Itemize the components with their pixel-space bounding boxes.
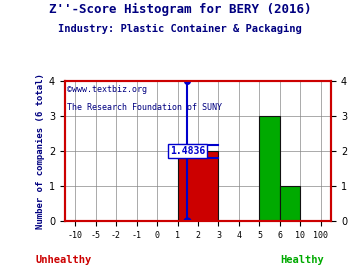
Bar xyxy=(260,116,280,221)
Text: Healthy: Healthy xyxy=(280,255,324,265)
Text: Industry: Plastic Container & Packaging: Industry: Plastic Container & Packaging xyxy=(58,24,302,34)
Text: Unhealthy: Unhealthy xyxy=(36,255,92,265)
Text: 1.4836: 1.4836 xyxy=(170,146,205,156)
Bar xyxy=(177,151,219,221)
Text: ©www.textbiz.org: ©www.textbiz.org xyxy=(67,85,148,94)
Bar xyxy=(280,186,301,221)
Text: The Research Foundation of SUNY: The Research Foundation of SUNY xyxy=(67,103,222,113)
Y-axis label: Number of companies (6 total): Number of companies (6 total) xyxy=(36,73,45,229)
Text: Z''-Score Histogram for BERY (2016): Z''-Score Histogram for BERY (2016) xyxy=(49,3,311,16)
